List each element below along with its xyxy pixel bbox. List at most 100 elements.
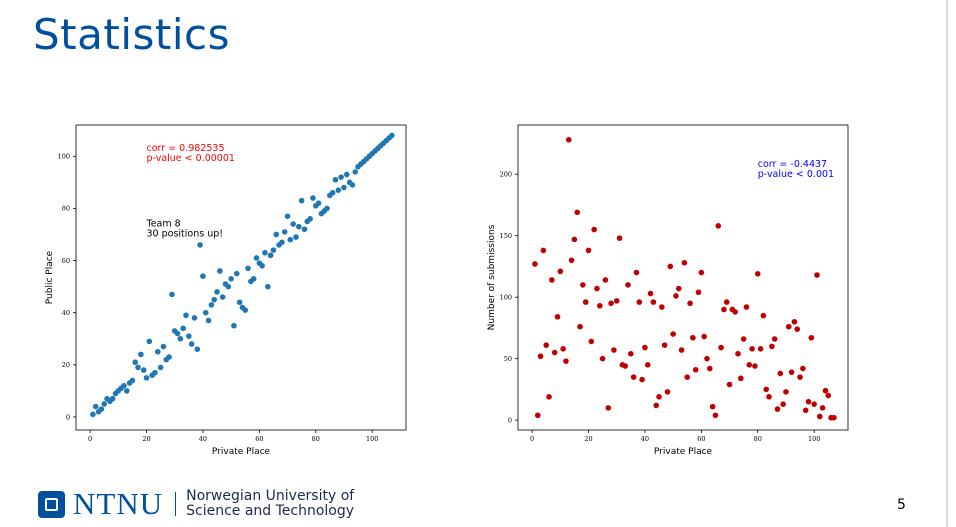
data-point — [279, 239, 285, 246]
data-point — [315, 200, 322, 207]
data-point — [568, 257, 575, 264]
data-point — [726, 381, 733, 388]
data-point — [183, 312, 189, 319]
page-number: 5 — [897, 497, 906, 513]
scatter-chart-submissions-vs-private: 0 20 40 60 80 100 0 50 100 150 200 Private Place Num… — [487, 124, 849, 457]
data-point — [769, 343, 775, 350]
data-point — [630, 374, 637, 380]
slide-title: Statistics — [33, 10, 230, 59]
data-point — [653, 402, 660, 409]
y-axis-label: Public Place — [45, 250, 55, 304]
data-point — [273, 231, 280, 238]
data-point — [549, 277, 555, 283]
data-point — [293, 234, 299, 240]
university-line-1: Norwegian University of — [186, 488, 355, 504]
data-point — [253, 255, 260, 261]
data-point — [715, 223, 722, 229]
data-point — [264, 283, 271, 290]
y-tick-label: 100 — [58, 153, 70, 161]
data-point — [633, 269, 640, 276]
data-point — [389, 132, 395, 139]
annotation-text: corr = -0.4437 — [758, 159, 827, 170]
data-point — [152, 369, 158, 376]
footer-divider — [175, 492, 177, 516]
data-point — [565, 136, 572, 143]
data-point — [794, 326, 801, 332]
data-point — [718, 344, 724, 351]
data-point — [831, 414, 837, 421]
data-point — [343, 171, 350, 178]
data-point — [310, 195, 316, 201]
y-axis-label: Number of submissions — [487, 224, 497, 330]
data-point — [613, 298, 620, 304]
data-point — [721, 306, 727, 313]
data-point — [763, 386, 770, 393]
data-point — [546, 393, 552, 400]
data-point — [684, 374, 691, 380]
data-point — [324, 205, 330, 212]
data-point — [571, 236, 578, 243]
data-point — [307, 216, 313, 222]
x-tick-label: 80 — [312, 435, 320, 443]
data-point — [194, 346, 201, 352]
data-point — [236, 299, 243, 306]
annotation-text: 30 positions up! — [147, 229, 224, 240]
data-point — [704, 355, 710, 362]
data-point — [146, 338, 153, 345]
data-point — [780, 401, 786, 407]
data-point — [735, 350, 741, 357]
data-point — [349, 182, 356, 188]
data-point — [678, 347, 685, 353]
data-point — [814, 272, 820, 278]
data-point — [636, 299, 643, 305]
data-point — [160, 343, 167, 350]
data-point — [706, 365, 713, 372]
data-point — [537, 353, 544, 360]
data-point — [290, 221, 296, 227]
annotation-text: p-value < 0.00001 — [147, 153, 235, 164]
data-point — [233, 270, 240, 277]
x-tick-label: 100 — [366, 435, 378, 443]
data-point — [225, 283, 232, 290]
y-tick-label: 0 — [508, 416, 512, 424]
data-point — [554, 314, 561, 320]
data-point — [217, 268, 223, 274]
data-point — [296, 223, 302, 230]
data-point — [588, 338, 595, 345]
university-name: Norwegian University of Science and Tech… — [186, 489, 354, 519]
data-point — [757, 346, 764, 352]
data-point — [262, 249, 268, 256]
data-point — [211, 296, 218, 303]
data-point — [797, 374, 803, 380]
data-point — [743, 304, 750, 310]
data-point — [250, 276, 257, 282]
plot-frame — [517, 124, 849, 431]
data-point — [301, 226, 308, 233]
x-tick-label: 60 — [255, 435, 263, 443]
data-point — [701, 333, 707, 340]
y-tick-label: 20 — [62, 361, 70, 369]
y-tick-label: 60 — [62, 257, 70, 265]
data-point — [540, 247, 547, 254]
data-point — [109, 395, 116, 402]
data-point — [656, 393, 662, 400]
y-tick-label: 0 — [66, 413, 70, 421]
data-point — [690, 334, 696, 341]
x-tick-label: 80 — [754, 435, 762, 443]
data-point — [140, 367, 147, 373]
university-line-2: Science and Technology — [186, 503, 355, 519]
y-tick-label: 40 — [62, 309, 70, 317]
data-point — [202, 309, 209, 316]
data-point — [534, 412, 541, 419]
data-point — [788, 369, 795, 375]
data-point — [605, 405, 612, 411]
annotation-text: p-value < 0.001 — [758, 169, 834, 180]
y-tick-label: 100 — [500, 293, 512, 301]
data-point — [174, 330, 181, 337]
data-point — [214, 289, 220, 295]
data-point — [208, 302, 215, 308]
data-point — [157, 364, 164, 371]
data-point — [270, 247, 277, 253]
data-point — [532, 261, 538, 267]
plot-frame — [75, 124, 407, 431]
